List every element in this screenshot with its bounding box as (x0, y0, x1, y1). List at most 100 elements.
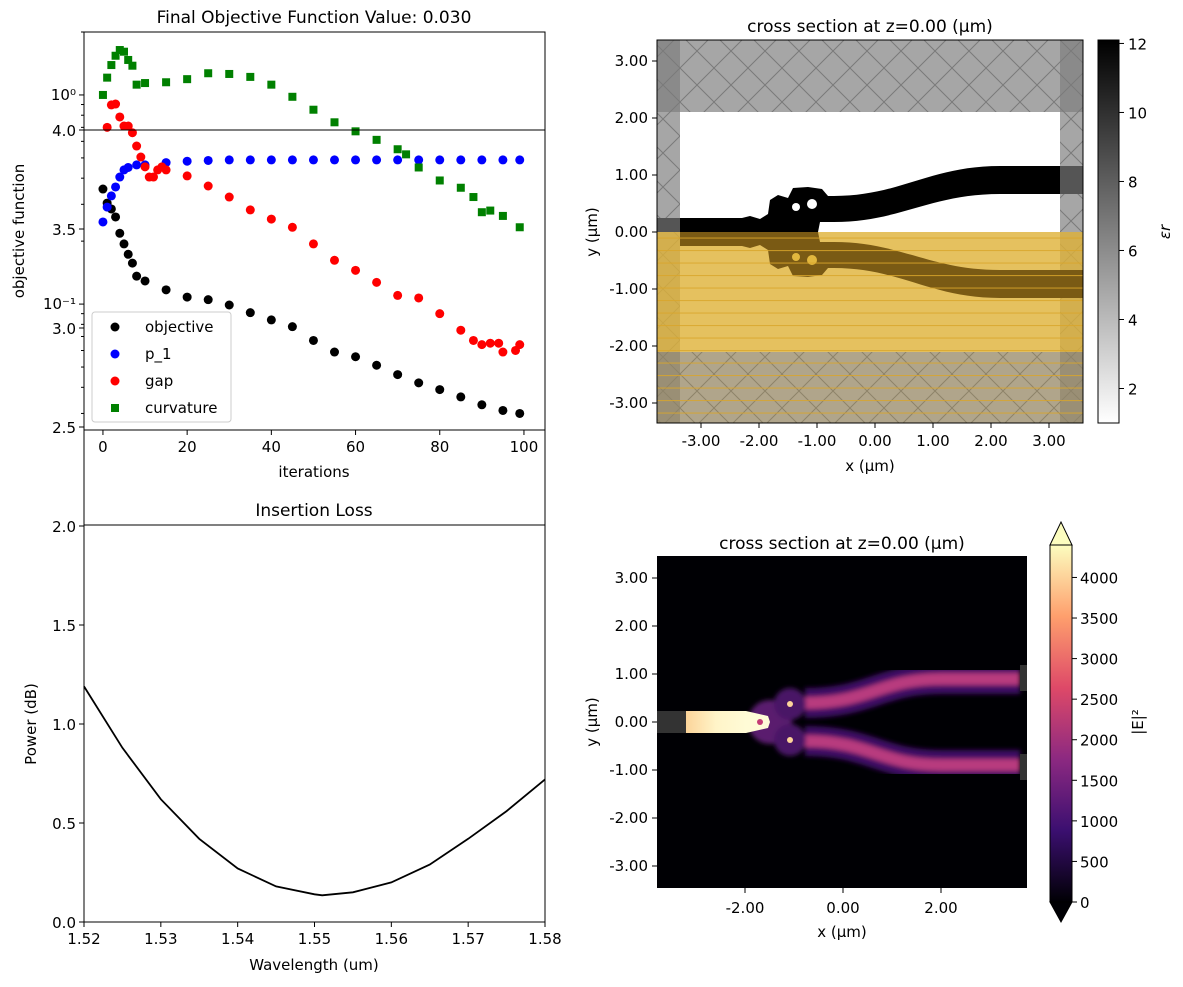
marker-gap (393, 290, 403, 300)
colorbar-tick-label: 3000 (1080, 651, 1118, 669)
marker-p_1 (287, 155, 297, 165)
marker-p_1 (266, 155, 276, 165)
y-tick-label: 10⁻¹ (43, 295, 76, 313)
marker-gap (102, 122, 112, 132)
y-tick-label: 3.00 (615, 569, 648, 587)
marker-objective (456, 392, 466, 402)
y-tick-label: -3.00 (609, 394, 648, 412)
marker-curvature (330, 118, 339, 127)
colorbar-extend-min-arrow (1049, 901, 1073, 924)
marker-curvature (246, 72, 255, 81)
marker-curvature (162, 78, 171, 87)
marker-gap (372, 277, 382, 287)
marker-gap (224, 192, 234, 202)
marker-gap (182, 171, 192, 181)
permittivity-colorbar-ticks: 2 4 6 8 10 12 (1119, 35, 1147, 398)
y-tick-label: 0.00 (615, 223, 648, 241)
marker-p_1 (111, 182, 121, 192)
colorbar-tick-label: 10 (1128, 104, 1147, 122)
x-tick-label: 100 (510, 438, 539, 456)
marker-objective (329, 347, 339, 357)
x-tick-label: -2.00 (726, 899, 765, 917)
x-tick-label: 0.00 (858, 432, 891, 450)
marker-p_1 (329, 155, 339, 165)
marker-curvature (267, 80, 276, 89)
marker-objective (203, 295, 213, 305)
marker-curvature (141, 79, 150, 88)
colorbar-tick-label: 1000 (1080, 813, 1118, 831)
insertion-loss-x-label: Wavelength (um) (249, 956, 379, 974)
marker-gap (468, 335, 478, 345)
marker-p_1 (477, 155, 487, 165)
x-tick-label: 0.00 (826, 899, 859, 917)
objective-y-label: objective function (10, 164, 28, 299)
x-tick-label: 1.55 (298, 930, 331, 948)
x-tick-label: 0 (98, 438, 108, 456)
x-tick-label: 1.58 (528, 930, 561, 948)
field-lower-arm (804, 735, 1020, 771)
y-tick-label: 2.0 (52, 518, 76, 536)
marker-gap (148, 172, 158, 182)
marker-p_1 (308, 155, 318, 165)
permittivity-chart-title: cross section at z=0.00 (µm) (747, 17, 993, 37)
permittivity-axis-ticks: -3.00 -2.00 -1.00 0.00 1.00 2.00 3.00 3.00 2.00 1… (609, 52, 1066, 450)
marker-objective (351, 352, 361, 362)
marker-gap (485, 338, 495, 348)
y-tick-label: 2.00 (615, 109, 648, 127)
permittivity-image (656, 39, 1084, 424)
marker-objective (414, 378, 424, 388)
marker-gap (161, 165, 171, 175)
y-tick-label: 3.5 (52, 221, 76, 239)
marker-curvature (103, 73, 112, 82)
y-tick-label: 0.0 (52, 914, 76, 932)
insertion-loss-chart: Insertion Loss 1.52 1.53 1.54 1.55 1.56 1.57 1… (22, 122, 562, 974)
marker-gap (203, 181, 213, 191)
permittivity-chart: cross section at z=0.00 (µm) (583, 17, 1174, 475)
marker-curvature (288, 92, 297, 101)
marker-curvature (477, 208, 486, 217)
field-colorbar-ticks: 0 500 1000 1500 2000 2500 3000 3500 4000 (1072, 569, 1118, 912)
colorbar-tick-label: 500 (1080, 853, 1109, 871)
marker-objective (98, 184, 108, 194)
colorbar-tick-label: 3500 (1080, 610, 1118, 628)
y-tick-label: 0.5 (52, 815, 76, 833)
colorbar-tick-label: 12 (1128, 35, 1147, 53)
marker-objective (266, 315, 276, 325)
y-tick-label: 1.00 (615, 665, 648, 683)
y-tick-label: -2.00 (609, 337, 648, 355)
marker-gap (136, 152, 146, 162)
marker-p_1 (498, 155, 508, 165)
x-tick-label: 2.00 (974, 432, 1007, 450)
x-tick-label: 1.54 (221, 930, 254, 948)
input-waveguide (680, 218, 750, 232)
marker-curvature (456, 183, 465, 192)
x-tick-label: 1.56 (375, 930, 408, 948)
marker-p_1 (414, 155, 424, 165)
marker-gap (115, 112, 125, 122)
marker-curvature (515, 223, 524, 232)
objective-chart-title: Final Objective Function Value: 0.030 (157, 8, 472, 28)
legend-marker-curvature (111, 404, 119, 412)
field-upper-arm (804, 673, 1020, 709)
marker-gap (435, 309, 445, 319)
marker-p_1 (132, 160, 142, 170)
marker-curvature (132, 80, 141, 89)
legend-marker-objective (110, 322, 120, 332)
marker-gap (414, 293, 424, 303)
y-tick-label: -3.00 (609, 857, 648, 875)
marker-p_1 (515, 155, 525, 165)
x-tick-label: 1.52 (67, 930, 100, 948)
marker-curvature (469, 193, 478, 202)
x-tick-label: 1.53 (144, 930, 177, 948)
y-tick-label: 3.00 (615, 52, 648, 70)
marker-gap (329, 255, 339, 265)
marker-p_1 (456, 155, 466, 165)
marker-objective (515, 408, 525, 418)
x-tick-label: 80 (430, 438, 449, 456)
insertion-loss-y-label: Power (dB) (22, 683, 40, 765)
field-input-waveguide (686, 711, 746, 733)
colorbar-tick-label: 2000 (1080, 732, 1118, 750)
marker-curvature (183, 75, 192, 84)
objective-axis-ticks: 0 20 40 60 80 100 10⁰ 10⁻¹ (43, 31, 539, 456)
y-tick-label: -1.00 (609, 280, 648, 298)
